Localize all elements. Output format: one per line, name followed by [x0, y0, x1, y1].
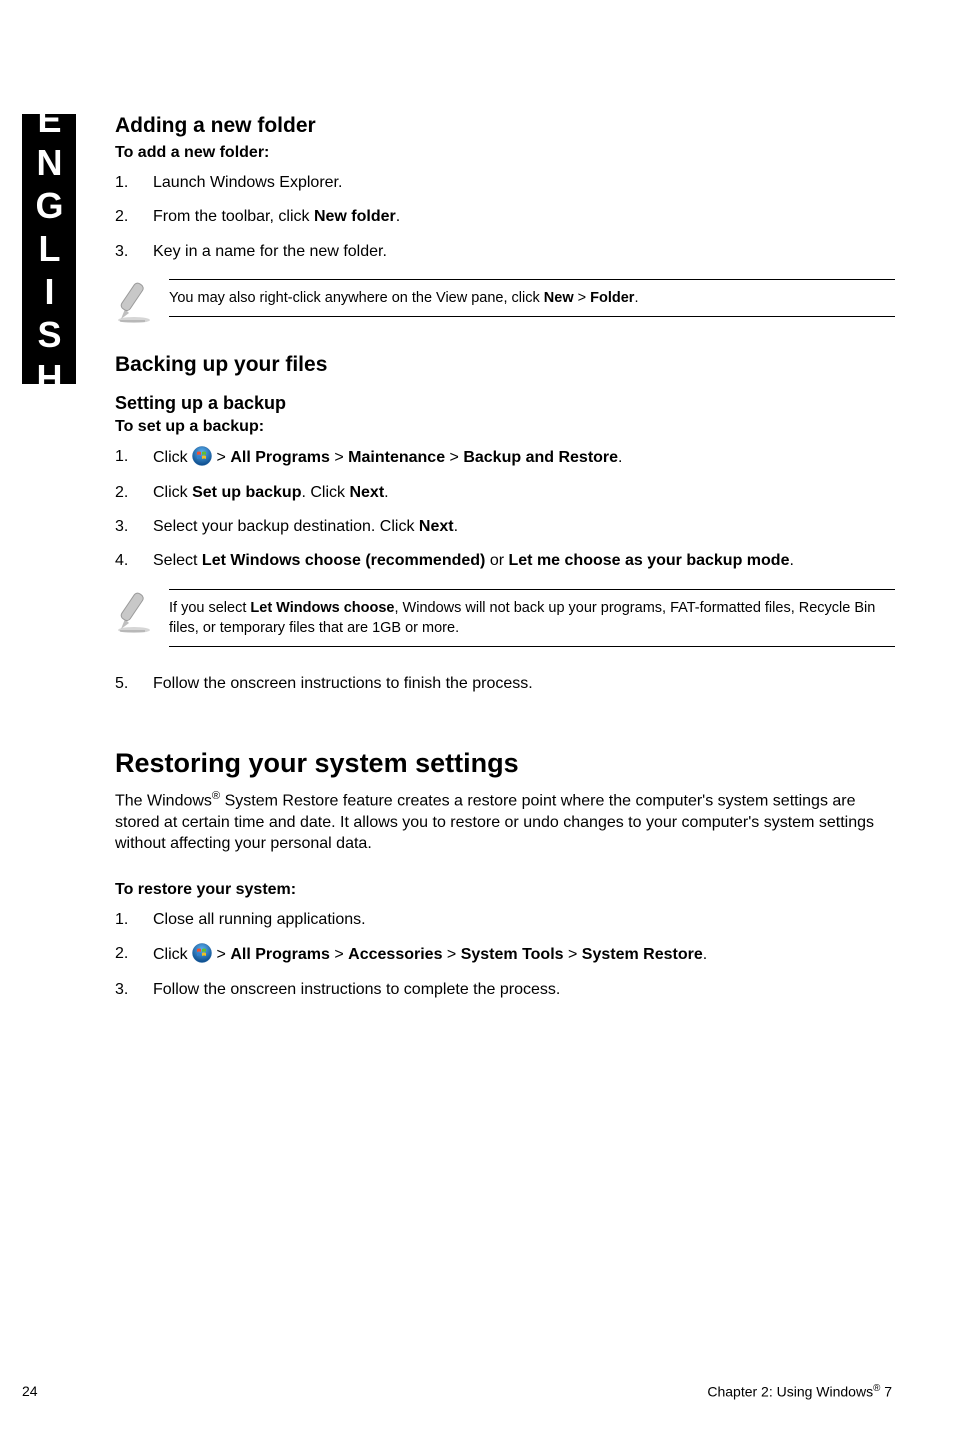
step-number: 1.	[115, 172, 153, 194]
heading-restore: Restoring your system settings	[115, 748, 895, 779]
list-item: 5. Follow the onscreen instructions to f…	[115, 673, 895, 695]
list-item: 2. Click Set up backup. Click Next.	[115, 482, 895, 504]
list-item: 3. Follow the onscreen instructions to c…	[115, 979, 895, 1001]
step-number: 3.	[115, 516, 153, 538]
page-footer: 24 Chapter 2: Using Windows® 7	[22, 1383, 892, 1400]
list-item: 1. Click > All Programs > Maintenance > …	[115, 446, 895, 469]
steps-restore: 1. Close all running applications. 2. Cl…	[115, 909, 895, 1001]
pencil-icon	[115, 279, 169, 327]
step-number: 3.	[115, 979, 153, 1001]
step-text: Select Let Windows choose (recommended) …	[153, 550, 895, 572]
list-item: 1. Close all running applications.	[115, 909, 895, 931]
page: ENGLISH Adding a new folder To add a new…	[0, 0, 954, 1438]
subheading-restore: To restore your system:	[115, 881, 895, 899]
list-item: 3. Select your backup destination. Click…	[115, 516, 895, 538]
step-number: 5.	[115, 673, 153, 695]
step-text: Click > All Programs > Maintenance > Bac…	[153, 446, 895, 469]
step-text: From the toolbar, click New folder.	[153, 206, 895, 228]
subsub-backup: To set up a backup:	[115, 418, 895, 436]
step-text: Close all running applications.	[153, 909, 895, 931]
step-number: 2.	[115, 482, 153, 504]
note-block: If you select Let Windows choose, Window…	[115, 589, 895, 648]
steps-add-folder: 1. Launch Windows Explorer. 2. From the …	[115, 172, 895, 263]
step-text: Launch Windows Explorer.	[153, 172, 895, 194]
note-text: If you select Let Windows choose, Window…	[169, 589, 895, 648]
note-block: You may also right-click anywhere on the…	[115, 279, 895, 327]
step-number: 3.	[115, 241, 153, 263]
list-item: 2. Click > All Programs > Accessories > …	[115, 943, 895, 966]
step-number: 2.	[115, 206, 153, 228]
list-item: 4. Select Let Windows choose (recommende…	[115, 550, 895, 572]
list-item: 2. From the toolbar, click New folder.	[115, 206, 895, 228]
step-number: 2.	[115, 943, 153, 966]
step-text: Click > All Programs > Accessories > Sys…	[153, 943, 895, 966]
heading-add-folder: Adding a new folder	[115, 114, 895, 138]
subheading-backup: Setting up a backup	[115, 393, 895, 414]
windows-start-icon	[192, 446, 212, 466]
paragraph-restore: The Windows® System Restore feature crea…	[115, 789, 895, 855]
pencil-icon	[115, 589, 169, 637]
list-item: 3. Key in a name for the new folder.	[115, 241, 895, 263]
chapter-label: Chapter 2: Using Windows® 7	[707, 1383, 892, 1400]
step-number: 1.	[115, 446, 153, 469]
step-text: Follow the onscreen instructions to fini…	[153, 673, 895, 695]
steps-backup-after: 5. Follow the onscreen instructions to f…	[115, 673, 895, 695]
heading-backup: Backing up your files	[115, 353, 895, 377]
step-text: Key in a name for the new folder.	[153, 241, 895, 263]
step-number: 1.	[115, 909, 153, 931]
list-item: 1. Launch Windows Explorer.	[115, 172, 895, 194]
language-tab: ENGLISH	[22, 114, 76, 384]
main-content: Adding a new folder To add a new folder:…	[115, 114, 895, 1013]
step-text: Click Set up backup. Click Next.	[153, 482, 895, 504]
windows-start-icon	[192, 943, 212, 963]
note-text: You may also right-click anywhere on the…	[169, 279, 895, 317]
step-number: 4.	[115, 550, 153, 572]
page-number: 24	[22, 1383, 38, 1400]
steps-backup: 1. Click > All Programs > Maintenance > …	[115, 446, 895, 573]
step-text: Select your backup destination. Click Ne…	[153, 516, 895, 538]
language-tab-label: ENGLISH	[28, 99, 70, 400]
step-text: Follow the onscreen instructions to comp…	[153, 979, 895, 1001]
subheading-add-folder: To add a new folder:	[115, 144, 895, 162]
